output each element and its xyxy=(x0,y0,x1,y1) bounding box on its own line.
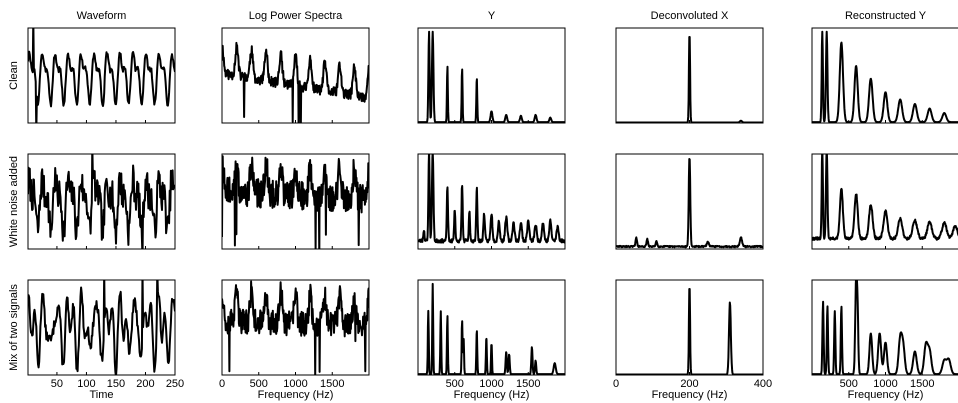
series-line xyxy=(616,36,763,123)
row-label-clean: Clean xyxy=(8,61,20,90)
panel-r2-c5 xyxy=(811,153,958,250)
panels xyxy=(27,27,958,376)
x-axis-col-4: 0 200 400 Frequency (Hz) xyxy=(613,378,772,401)
panel-frame xyxy=(417,153,566,250)
panel-r3-c4 xyxy=(615,279,764,376)
column-title-reconstructed-y: Reconstructed Y xyxy=(845,10,927,22)
x-tick-label: 1000 xyxy=(479,378,503,390)
x-tick-label: 500 xyxy=(840,378,858,390)
x-axis-label: Frequency (Hz) xyxy=(454,389,530,401)
x-tick-label: 100 xyxy=(77,378,95,390)
x-axis-col-1: 50 100 150 200 250 Time xyxy=(51,378,184,401)
x-tick-label: 150 xyxy=(107,378,125,390)
series-line xyxy=(812,30,958,123)
x-tick-label: 1500 xyxy=(320,378,344,390)
column-title-log-power-spectra: Log Power Spectra xyxy=(249,10,343,22)
series-line xyxy=(418,282,565,375)
panel-r3-c2 xyxy=(221,279,370,376)
series-line xyxy=(418,154,565,244)
x-tick-label: 500 xyxy=(446,378,464,390)
series-line xyxy=(222,41,369,123)
x-tick-label: 1000 xyxy=(283,378,307,390)
x-tick-label: 250 xyxy=(166,378,184,390)
x-tick-label: 0 xyxy=(219,378,225,390)
panel-frame xyxy=(811,27,958,124)
panel-frame xyxy=(27,279,176,376)
series-line xyxy=(418,30,565,123)
column-titles: Waveform Log Power Spectra Y Deconvolute… xyxy=(77,10,927,22)
series-line xyxy=(28,280,175,375)
panel-frame xyxy=(811,153,958,250)
column-title-y: Y xyxy=(488,10,496,22)
panel-r3-c5 xyxy=(811,279,958,376)
x-tick-label: 1500 xyxy=(910,378,934,390)
x-tick-label: 200 xyxy=(680,378,698,390)
panel-frame xyxy=(27,27,176,124)
row-label-white-noise-added: White noise added xyxy=(8,156,20,247)
panel-frame xyxy=(417,27,566,124)
panel-r2-c3 xyxy=(417,153,566,250)
row-labels: Clean White noise added Mix of two signa… xyxy=(8,61,20,371)
column-title-waveform: Waveform xyxy=(77,10,127,22)
series-line xyxy=(222,155,369,249)
x-tick-label: 200 xyxy=(136,378,154,390)
x-tick-label: 50 xyxy=(51,378,63,390)
series-line xyxy=(222,280,369,375)
x-axis-label: Frequency (Hz) xyxy=(652,389,728,401)
panel-r3-c1 xyxy=(27,279,176,376)
panel-r1-c1 xyxy=(27,27,176,124)
panel-r3-c3 xyxy=(417,279,566,376)
x-axis-label: Frequency (Hz) xyxy=(848,389,924,401)
panel-r2-c1 xyxy=(27,153,176,250)
row-label-mix-of-two-signals: Mix of two signals xyxy=(8,284,20,371)
panel-r1-c3 xyxy=(417,27,566,124)
panel-r2-c4 xyxy=(615,153,764,250)
column-title-deconvoluted-x: Deconvoluted X xyxy=(651,10,729,22)
x-tick-label: 0 xyxy=(613,378,619,390)
panel-r1-c5 xyxy=(811,27,958,124)
series-line xyxy=(28,28,175,123)
x-tick-label: 500 xyxy=(250,378,268,390)
panel-frame xyxy=(27,153,176,250)
x-tick-label: 1000 xyxy=(873,378,897,390)
x-tick-label: 400 xyxy=(754,378,772,390)
series-line xyxy=(812,280,958,375)
series-line xyxy=(616,158,763,249)
series-line xyxy=(28,154,175,249)
panel-r1-c4 xyxy=(615,27,764,124)
series-line xyxy=(616,288,763,375)
panel-r1-c2 xyxy=(221,27,370,124)
x-axis-label: Time xyxy=(89,389,113,401)
series-line xyxy=(812,154,958,241)
x-tick-label: 1500 xyxy=(516,378,540,390)
panel-r2-c2 xyxy=(221,153,370,250)
x-axis-label: Frequency (Hz) xyxy=(258,389,334,401)
